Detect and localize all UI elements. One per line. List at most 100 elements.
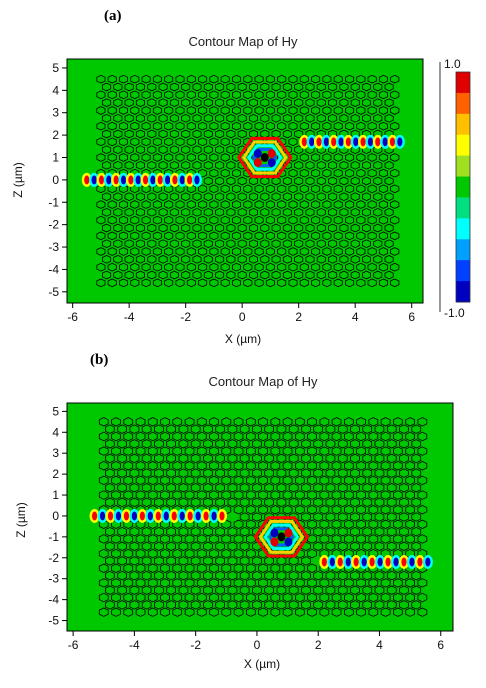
lattice-hole [276, 424, 287, 434]
lattice-hole [192, 113, 202, 123]
lattice-hole [333, 278, 343, 288]
lattice-hole [209, 278, 219, 288]
lattice-hole [301, 585, 311, 595]
lattice-hole [386, 424, 397, 434]
lattice-hole [239, 556, 250, 566]
lattice-hole [258, 446, 268, 456]
lattice-hole [390, 247, 400, 256]
y-tick-label: 4 [52, 83, 59, 97]
lattice-hole [111, 431, 121, 442]
lattice-hole [184, 592, 195, 603]
lattice-hole [265, 184, 275, 194]
lattice-hole [243, 184, 253, 194]
lattice-hole [373, 207, 383, 217]
lattice-hole [343, 461, 354, 471]
lattice-hole [299, 231, 309, 241]
field-core [361, 557, 367, 567]
lattice-hole [178, 497, 189, 508]
lattice-hole [392, 475, 403, 486]
lattice-hole [337, 570, 348, 581]
lattice-hole [311, 262, 321, 272]
x-tick-label: 2 [315, 638, 322, 652]
lattice-hole [135, 160, 146, 170]
lattice-hole [411, 453, 422, 464]
lattice-hole [141, 453, 152, 464]
lattice-hole [158, 82, 168, 92]
lattice-hole [166, 585, 177, 595]
lattice-hole [294, 548, 305, 559]
lattice-hole [169, 160, 179, 170]
lattice-hole [344, 215, 355, 225]
field-core [367, 137, 374, 147]
colorbar-swatch [456, 218, 470, 240]
lattice-hole [282, 255, 292, 264]
lattice-hole [117, 439, 127, 449]
lattice-hole [181, 160, 191, 170]
lattice-hole [405, 607, 416, 617]
lattice-hole [248, 239, 259, 249]
lattice-hole [111, 592, 121, 603]
lattice-hole [237, 98, 247, 107]
lattice-hole [119, 247, 128, 256]
lattice-hole [380, 475, 391, 486]
field-core [155, 511, 161, 521]
lattice-hole [305, 255, 315, 264]
lattice-hole [203, 468, 213, 478]
lattice-hole [243, 121, 253, 131]
lattice-hole [123, 563, 134, 573]
lattice-hole [301, 570, 311, 581]
lattice-hole [328, 239, 338, 249]
lattice-hole [220, 137, 230, 147]
lattice-hole [164, 247, 174, 256]
lattice-hole [209, 168, 219, 178]
lattice-hole [231, 247, 242, 256]
lattice-hole [221, 446, 232, 456]
lattice-hole [172, 607, 183, 617]
colorbar-swatch [456, 72, 470, 94]
lattice-hole [254, 184, 264, 194]
field-core [211, 511, 217, 521]
lattice-hole [141, 231, 151, 241]
lattice-hole [135, 129, 146, 139]
lattice-hole [135, 607, 146, 617]
lattice-hole [373, 270, 383, 280]
lattice-hole [361, 239, 372, 249]
panel-b-ylabel: Z (µm) [14, 502, 28, 538]
colorbar-swatch [456, 239, 470, 261]
lattice-hole [343, 578, 354, 588]
lattice-hole [265, 247, 275, 256]
lattice-hole [299, 215, 309, 225]
lattice-hole [311, 74, 321, 84]
lattice-hole [331, 519, 342, 529]
lattice-hole [356, 121, 366, 131]
lattice-hole [220, 215, 230, 225]
lattice-hole [356, 461, 367, 471]
lattice-hole [344, 262, 355, 272]
lattice-hole [313, 439, 324, 449]
colorbar-min-label: -1.0 [444, 306, 465, 320]
lattice-hole [390, 262, 400, 272]
y-tick-label: 5 [52, 404, 59, 418]
lattice-hole [301, 468, 311, 478]
lattice-hole [231, 106, 242, 115]
lattice-hole [181, 129, 191, 139]
lattice-hole [184, 475, 195, 486]
lattice-hole [319, 446, 330, 456]
lattice-hole [313, 468, 324, 478]
lattice-hole [270, 461, 281, 471]
lattice-hole [178, 424, 189, 434]
lattice-hole [237, 176, 247, 186]
lattice-hole [113, 223, 123, 233]
lattice-hole [175, 106, 185, 115]
y-tick-label: -2 [48, 218, 59, 232]
lattice-hole [117, 541, 127, 551]
lattice-hole [164, 200, 174, 209]
field-core [84, 175, 90, 185]
lattice-hole [356, 184, 366, 194]
lattice-hole [233, 446, 244, 456]
field-core [123, 511, 130, 521]
lattice-hole [220, 231, 230, 241]
lattice-hole [270, 431, 281, 442]
lattice-hole [178, 600, 189, 610]
lattice-hole [130, 215, 140, 225]
